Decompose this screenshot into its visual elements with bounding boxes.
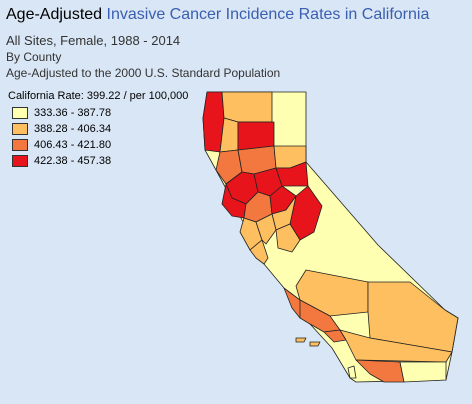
county-region[interactable] <box>347 365 357 379</box>
legend-item: 388.28 - 406.34 <box>12 122 111 136</box>
legend-swatch <box>12 123 28 135</box>
legend-swatch <box>12 139 28 151</box>
county-region[interactable] <box>255 213 277 245</box>
county-region[interactable] <box>275 161 309 187</box>
county-region[interactable] <box>355 359 405 383</box>
legend-label: 333.36 - 387.78 <box>34 107 112 119</box>
subtitle-age-adjustment: Age-Adjusted to the 2000 U.S. Standard P… <box>6 66 281 80</box>
legend-item: 333.36 - 387.78 <box>12 106 111 120</box>
subtitle-site-sex-years: All Sites, Female, 1988 - 2014 <box>6 33 181 48</box>
title-link[interactable]: Invasive Cancer Incidence Rates in Calif… <box>106 6 430 23</box>
county-region[interactable] <box>309 341 321 347</box>
legend: 333.36 - 387.78 388.28 - 406.34 406.43 -… <box>12 106 111 170</box>
subtitle-by-county: By County <box>6 50 62 64</box>
county-region[interactable] <box>275 223 301 253</box>
county-region[interactable] <box>295 337 307 343</box>
county-region[interactable] <box>249 239 269 265</box>
legend-label: 388.28 - 406.34 <box>34 123 112 135</box>
legend-swatch <box>12 155 28 167</box>
county-region[interactable] <box>399 361 447 383</box>
legend-swatch <box>12 107 28 119</box>
title-plain: Age-Adjusted <box>6 6 107 23</box>
map-title: Age-Adjusted Invasive Cancer Incidence R… <box>6 6 429 24</box>
county-region[interactable] <box>237 121 275 151</box>
legend-label: 406.43 - 421.80 <box>34 139 112 151</box>
county-region[interactable] <box>367 281 459 353</box>
legend-item: 406.43 - 421.80 <box>12 138 111 152</box>
county-region[interactable] <box>221 91 273 123</box>
legend-item: 422.38 - 457.38 <box>12 154 111 168</box>
legend-label: 422.38 - 457.38 <box>34 155 112 167</box>
state-rate: California Rate: 399.22 / per 100,000 <box>8 90 189 102</box>
